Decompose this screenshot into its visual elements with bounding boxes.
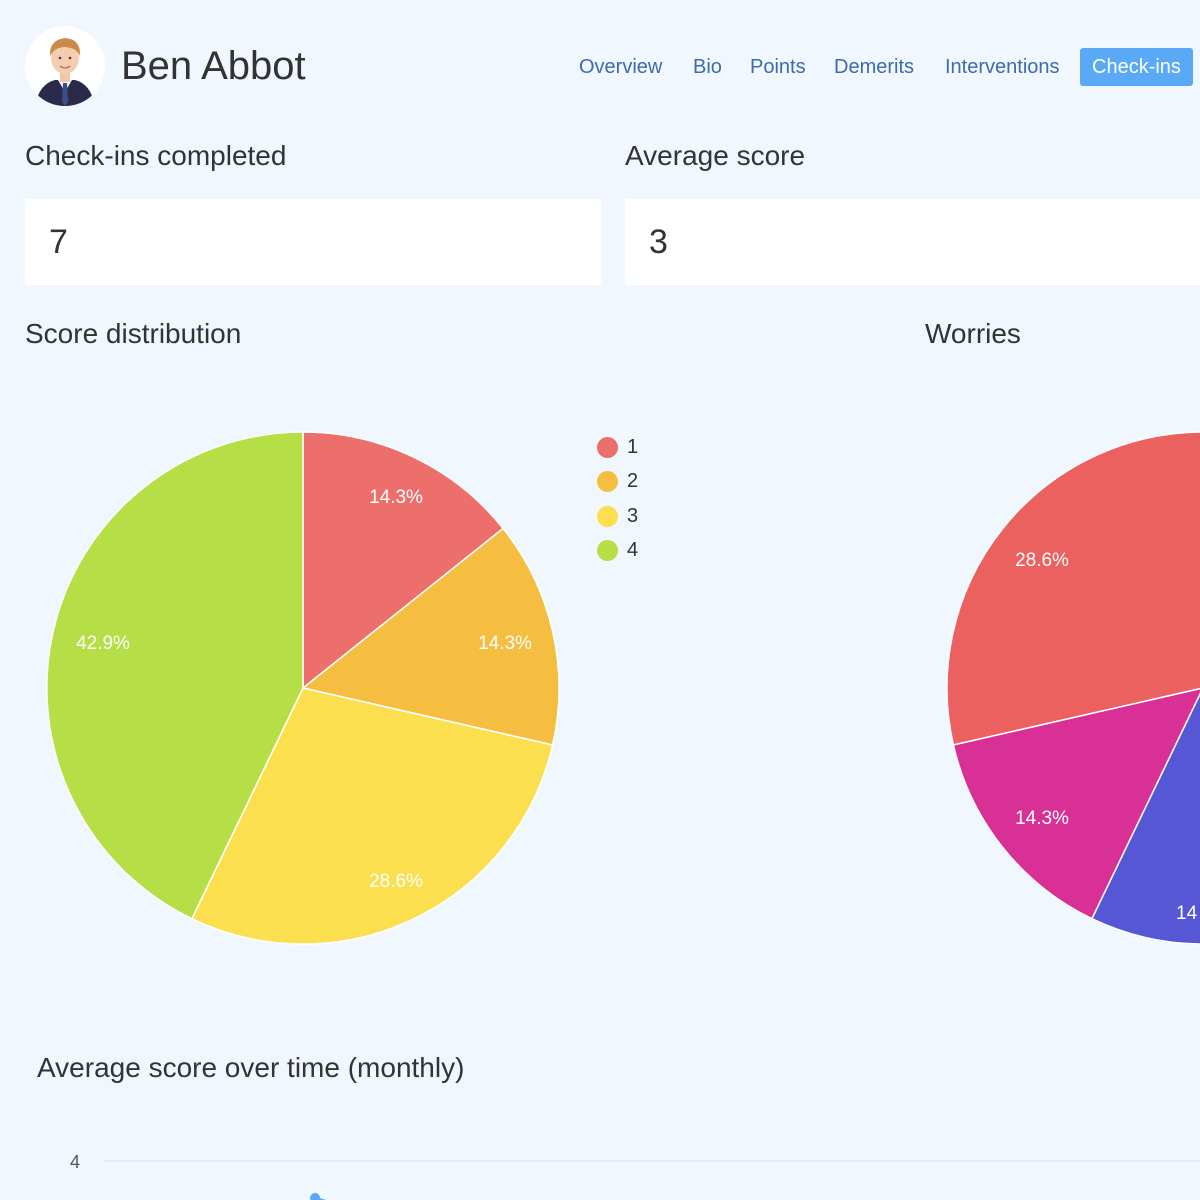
legend-label: 3	[627, 504, 639, 527]
legend-item-1[interactable]: 1	[597, 430, 638, 465]
student-header: Ben Abbot Overview Bio Points Demerits I…	[0, 0, 1200, 130]
nav-check-ins[interactable]: Check-ins	[1080, 48, 1193, 86]
average-score-label: Average score	[625, 140, 806, 171]
legend-dot-icon	[597, 471, 618, 493]
pie-label-2: 14.3%	[478, 633, 532, 654]
pie-slice-2[interactable]	[301, 527, 560, 746]
worries-slice-a[interactable]	[946, 431, 1200, 746]
profile-nav: Overview Bio Points Demerits Interventio…	[0, 48, 1200, 86]
pie-slice-1[interactable]	[302, 431, 505, 690]
worries-title: Worries	[925, 318, 1021, 349]
score-distribution-title: Score distribution	[25, 318, 242, 349]
nav-points[interactable]: Points	[750, 56, 806, 78]
checkins-completed-label: Check-ins completed	[25, 140, 287, 171]
student-avatar	[25, 26, 105, 106]
pie-slice-3[interactable]	[190, 687, 554, 945]
legend-item-2[interactable]: 2	[597, 465, 638, 500]
legend-dot-icon	[597, 505, 618, 527]
legend-item-3[interactable]: 3	[597, 499, 638, 534]
pie-slice-4[interactable]	[46, 431, 304, 920]
worries-label-b: 14.3%	[1015, 808, 1069, 829]
average-score-over-time-title: Average score over time (monthly)	[37, 1052, 465, 1083]
legend-label: 2	[627, 470, 639, 493]
nav-interventions[interactable]: Interventions	[945, 56, 1060, 78]
line-series	[314, 1196, 327, 1200]
worries-slice-b[interactable]	[952, 687, 1200, 920]
legend-dot-icon	[597, 540, 618, 562]
score-distribution-legend: 1 2 3 4	[597, 430, 638, 568]
worries-slice-c[interactable]	[1090, 688, 1200, 945]
average-score-value: 3	[625, 199, 1200, 285]
pie-label-1: 14.3%	[369, 487, 423, 508]
legend-item-4[interactable]: 4	[597, 534, 638, 569]
worries-label-c: 14	[1176, 903, 1198, 924]
legend-label: 4	[627, 539, 639, 562]
worries-label-a: 28.6%	[1015, 550, 1069, 571]
nav-bio[interactable]: Bio	[693, 56, 722, 78]
legend-dot-icon	[597, 436, 618, 458]
nav-demerits[interactable]: Demerits	[834, 56, 915, 78]
pie-label-3: 28.6%	[369, 871, 423, 892]
student-name: Ben Abbot	[121, 44, 306, 88]
legend-label: 1	[627, 435, 639, 458]
y-tick-4: 4	[70, 1152, 80, 1172]
student-photo-icon	[25, 26, 105, 106]
nav-overview[interactable]: Overview	[579, 56, 663, 78]
pie-label-4: 42.9%	[76, 633, 130, 654]
checkins-completed-value: 7	[25, 199, 601, 285]
worries-pie	[946, 431, 1200, 945]
